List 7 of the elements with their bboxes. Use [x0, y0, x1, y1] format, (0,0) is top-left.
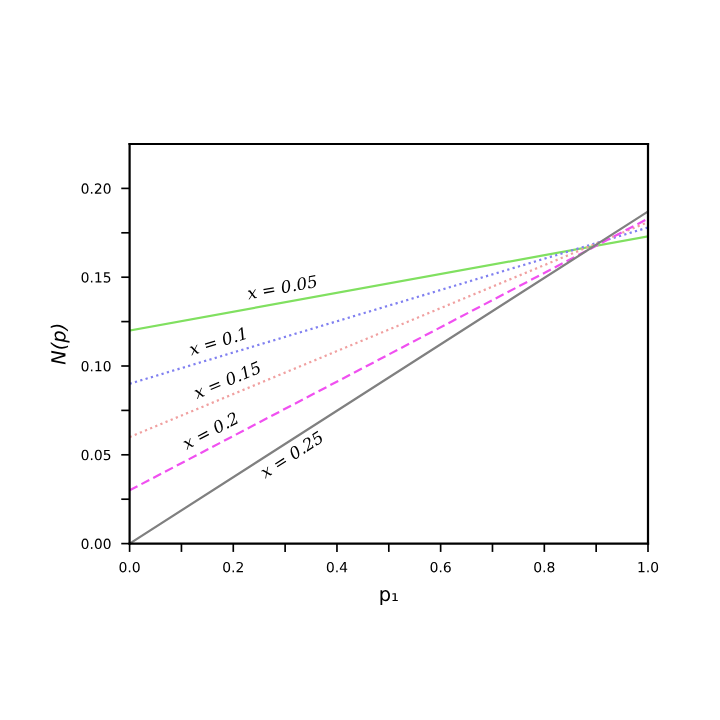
annotation: x = 0.05	[246, 274, 318, 300]
annotation: x = 0.15	[192, 360, 262, 400]
annotation: x = 0.2	[180, 411, 240, 451]
y-axis-title: N(p)	[50, 324, 70, 365]
x-axis-title: p₁	[380, 590, 398, 606]
annotation: x = 0.25	[258, 430, 325, 479]
annotation: x = 0.1	[187, 327, 247, 356]
